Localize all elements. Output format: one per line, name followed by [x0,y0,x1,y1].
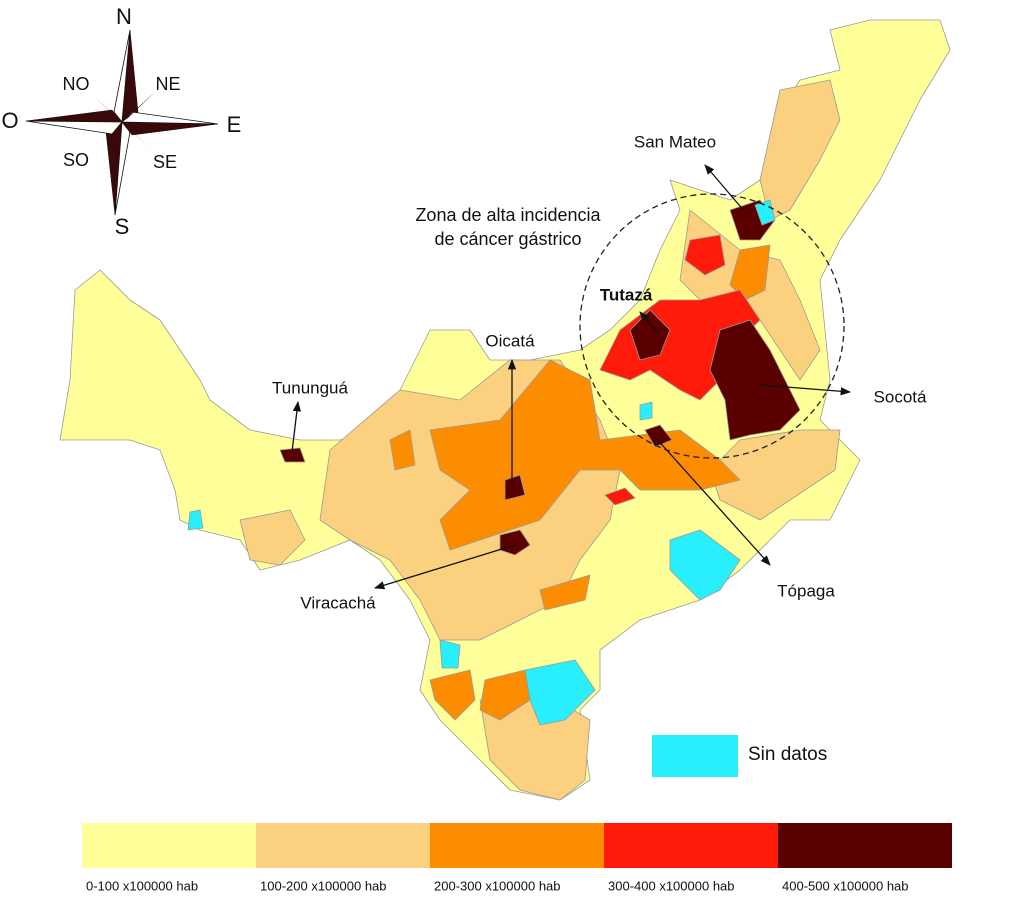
region [539,574,591,611]
region [604,487,636,506]
compass-label: S [115,214,130,239]
place-label: Socotá [874,387,927,406]
region [504,474,526,501]
arrow [374,544,516,590]
arrow [639,311,661,336]
place-label: Tópaga [777,581,835,600]
legend-label: 100-200 x100000 hab [260,878,387,893]
arrow [759,384,852,396]
zone-circle [579,193,845,459]
legend: 0-100 x100000 hab 100-200 x100000 hab 200-… [82,823,952,893]
region [479,669,531,721]
place-label: Tununguá [272,378,348,397]
compass-label: N [116,4,132,29]
compass: N NE E SE S SO O NO [1,4,241,239]
region [669,529,741,601]
compass-label: NO [63,74,90,94]
arrow [704,164,746,213]
region [754,199,776,226]
zone-label: de cáncer gástrico [434,229,581,249]
compass-label: E [227,112,242,137]
legend-label: 200-300 x100000 hab [434,878,561,893]
compass-label: SE [153,152,177,172]
region [524,659,596,726]
region [639,401,653,421]
map [59,19,951,801]
region [239,509,306,566]
region [429,359,741,551]
region [389,429,416,471]
legend-swatch [82,823,256,868]
no-data-label: Sin datos [748,744,827,765]
place-label: Tutazá [600,285,653,304]
place-label: San Mateo [634,132,716,151]
arrow [291,400,302,453]
region [187,509,204,531]
region [644,424,673,448]
legend-label: 300-400 x100000 hab [608,878,735,893]
compass-label: SO [63,150,89,170]
no-data-swatch [652,735,738,777]
legend-swatch [256,823,430,868]
region [279,447,306,463]
legend-swatch [604,823,778,868]
region [429,669,476,721]
zone-label: Zona de alta incidencia [415,205,601,225]
compass-label: O [1,108,18,133]
region [439,639,461,669]
region [729,244,771,301]
legend-label: 0-100 x100000 hab [86,878,198,893]
region [684,234,726,276]
region [709,319,801,441]
place-label: Viracachá [300,593,376,612]
legend-swatch [778,823,952,868]
arrow [654,436,771,566]
place-label: Oicatá [485,331,535,350]
legend-label: 400-500 x100000 hab [782,878,909,893]
region [499,529,531,556]
legend-swatch [430,823,604,868]
compass-label: NE [155,74,180,94]
